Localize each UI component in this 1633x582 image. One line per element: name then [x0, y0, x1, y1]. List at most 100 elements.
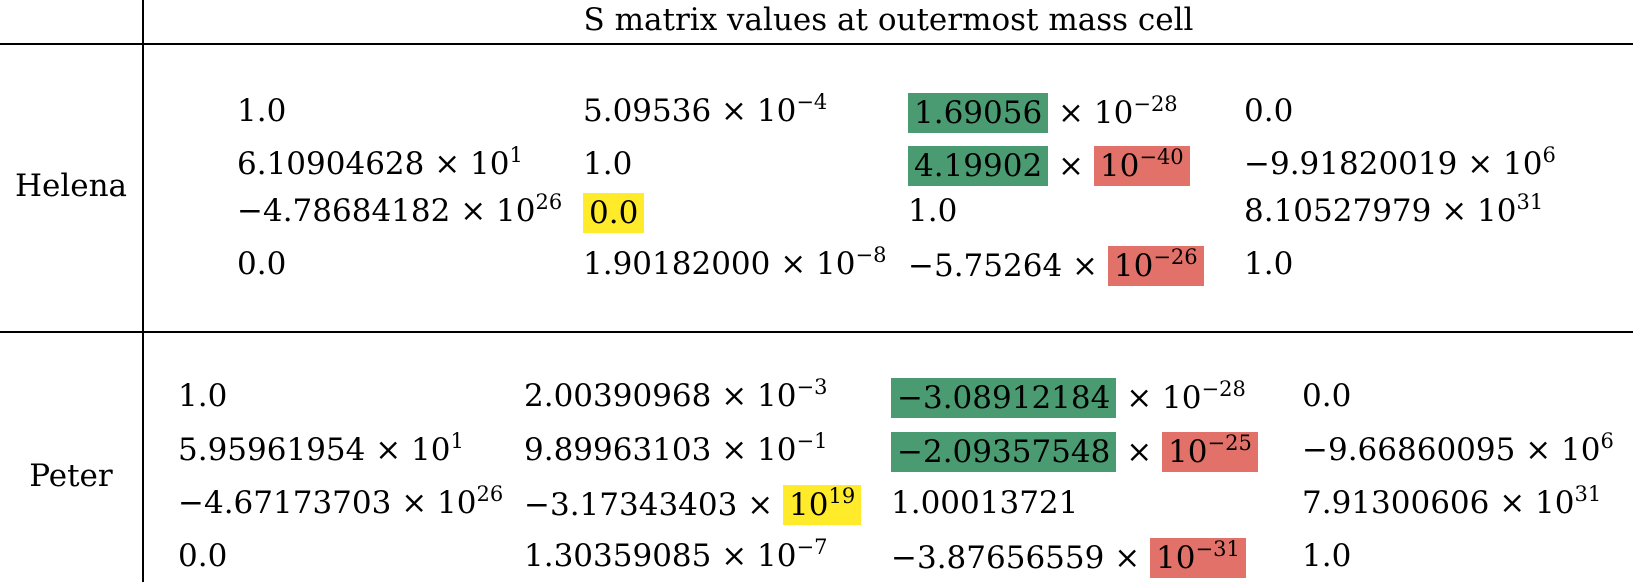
- exponent: −26: [1153, 245, 1198, 269]
- mantissa: 0.0: [1302, 378, 1352, 414]
- matrix-cell: −4.67173703 × 1026: [178, 482, 504, 522]
- exponent: −31: [1195, 537, 1240, 561]
- yellow-highlight: 1019: [783, 484, 862, 525]
- matrix-cell: 1.0: [908, 193, 957, 229]
- matrix-cell: 0.0: [237, 246, 286, 282]
- mantissa: 1.0: [178, 378, 228, 414]
- value-part: 6.10904628 × 101: [237, 145, 523, 183]
- mantissa: 4.19902: [914, 148, 1043, 184]
- mantissa: 5.09536 × 10: [583, 93, 797, 129]
- matrix-cell: 2.00390968 × 10−3: [524, 377, 827, 415]
- exponent: −28: [1201, 377, 1246, 401]
- value-part: 5.95961954 × 101: [178, 429, 464, 469]
- mantissa: 10: [1168, 434, 1208, 470]
- mantissa: −4.78684182 × 10: [237, 193, 536, 229]
- red-highlight: 10−25: [1162, 432, 1258, 472]
- exponent: 31: [1574, 482, 1602, 506]
- matrix-cell: 1.0: [1302, 538, 1351, 574]
- header-rule: [0, 43, 1633, 45]
- exponent: 1: [450, 429, 464, 453]
- exponent: 19: [828, 484, 856, 508]
- exponent: −1: [796, 429, 828, 453]
- table-header: S matrix values at outermost mass cell: [583, 2, 1194, 38]
- green-highlight: 4.19902: [908, 146, 1049, 186]
- matrix-cell: 1.0: [237, 93, 286, 129]
- matrix-cell: 5.95961954 × 101: [178, 429, 464, 469]
- matrix-cell: 6.10904628 × 101: [237, 145, 523, 183]
- value-part: ×: [1116, 434, 1162, 470]
- value-part: 1.0: [583, 146, 632, 182]
- exponent: 26: [476, 482, 504, 506]
- mantissa: 1.00013721: [891, 485, 1079, 521]
- exponent: −25: [1207, 431, 1252, 455]
- value-part: −9.66860095 × 106: [1302, 431, 1614, 469]
- mantissa: 1.0: [583, 146, 633, 182]
- value-part: 1.0: [178, 378, 227, 414]
- value-part: 1.30359085 × 10−7: [524, 535, 828, 575]
- mantissa: −2.09357548: [897, 434, 1111, 470]
- red-highlight: 10−26: [1107, 245, 1204, 286]
- matrix-cell: 7.91300606 × 1031: [1302, 482, 1602, 522]
- mantissa: 6.10904628 × 10: [237, 146, 510, 182]
- exponent: −8: [855, 243, 887, 267]
- mantissa: 0.0: [1244, 93, 1294, 129]
- value-part: 1.90182000 × 10−8: [583, 243, 887, 283]
- matrix-cell: −4.78684182 × 1026: [237, 190, 563, 230]
- exponent: −40: [1139, 145, 1184, 169]
- red-highlight: 10−31: [1150, 538, 1246, 578]
- mantissa: 1.30359085 × 10: [524, 538, 797, 574]
- mantissa: −3.17343403 ×: [524, 487, 784, 523]
- mantissa: 1.90182000 × 10: [583, 246, 856, 282]
- mantissa: −9.91820019 × 10: [1244, 146, 1543, 182]
- matrix-cell: −9.91820019 × 106: [1244, 143, 1556, 183]
- mantissa: −4.67173703 × 10: [178, 485, 477, 521]
- mantissa: ×: [1116, 434, 1163, 470]
- mantissa: 7.91300606 × 10: [1302, 485, 1575, 521]
- value-part: 7.91300606 × 1031: [1302, 482, 1602, 522]
- mantissa: 10: [789, 487, 829, 523]
- mantissa: 0.0: [237, 246, 287, 282]
- value-part: −3.17343403 ×: [524, 487, 783, 523]
- value-part: −9.91820019 × 106: [1244, 143, 1556, 183]
- value-part: 2.00390968 × 10−3: [524, 377, 827, 415]
- red-highlight: 10−40: [1093, 145, 1190, 186]
- value-part: 0.0: [1244, 93, 1293, 129]
- value-part: 0.0: [237, 246, 286, 282]
- value-part: 1.0: [1302, 538, 1351, 574]
- value-part: 1.00013721: [891, 485, 1078, 521]
- value-part: −5.75264 ×: [908, 248, 1108, 284]
- matrix-cell: 1.0: [1244, 246, 1293, 282]
- matrix-cell: 8.10527979 × 1031: [1244, 190, 1544, 230]
- mantissa: 10: [1156, 540, 1196, 576]
- mantissa: 2.00390968 × 10: [524, 378, 797, 414]
- matrix-cell: 1.69056 × 10−28: [908, 93, 1178, 133]
- mantissa: 5.95961954 × 10: [178, 432, 451, 468]
- exponent: 31: [1516, 190, 1544, 214]
- value-part: 0.0: [178, 538, 227, 574]
- table-vertical-rule: [142, 0, 144, 582]
- mantissa: 1.0: [908, 193, 958, 229]
- exponent: 26: [535, 190, 563, 214]
- exponent: 6: [1542, 143, 1556, 167]
- exponent: −7: [796, 535, 828, 559]
- matrix-cell: −3.87656559 × 10−31: [891, 538, 1246, 578]
- matrix-cell: −2.09357548 × 10−25: [891, 432, 1258, 472]
- value-part: −4.67173703 × 1026: [178, 482, 504, 522]
- matrix-cell: 0.0: [178, 538, 227, 574]
- value-part: × 10−28: [1116, 377, 1246, 417]
- mantissa: 1.0: [1302, 538, 1352, 574]
- mantissa: 1.0: [1244, 246, 1294, 282]
- matrix-cell: 1.0: [583, 146, 632, 182]
- value-part: −3.87656559 ×: [891, 540, 1150, 576]
- mantissa: −3.87656559 ×: [891, 540, 1151, 576]
- exponent: −28: [1133, 92, 1178, 116]
- exponent: −4: [796, 90, 828, 114]
- green-highlight: −2.09357548: [891, 432, 1117, 472]
- matrix-cell: 9.89963103 × 10−1: [524, 429, 828, 469]
- mantissa: × 10: [1048, 95, 1134, 131]
- green-highlight: 1.69056: [908, 93, 1049, 133]
- mantissa: 10: [1099, 148, 1140, 184]
- matrix-cell: 1.30359085 × 10−7: [524, 535, 828, 575]
- mantissa: 0.0: [178, 538, 228, 574]
